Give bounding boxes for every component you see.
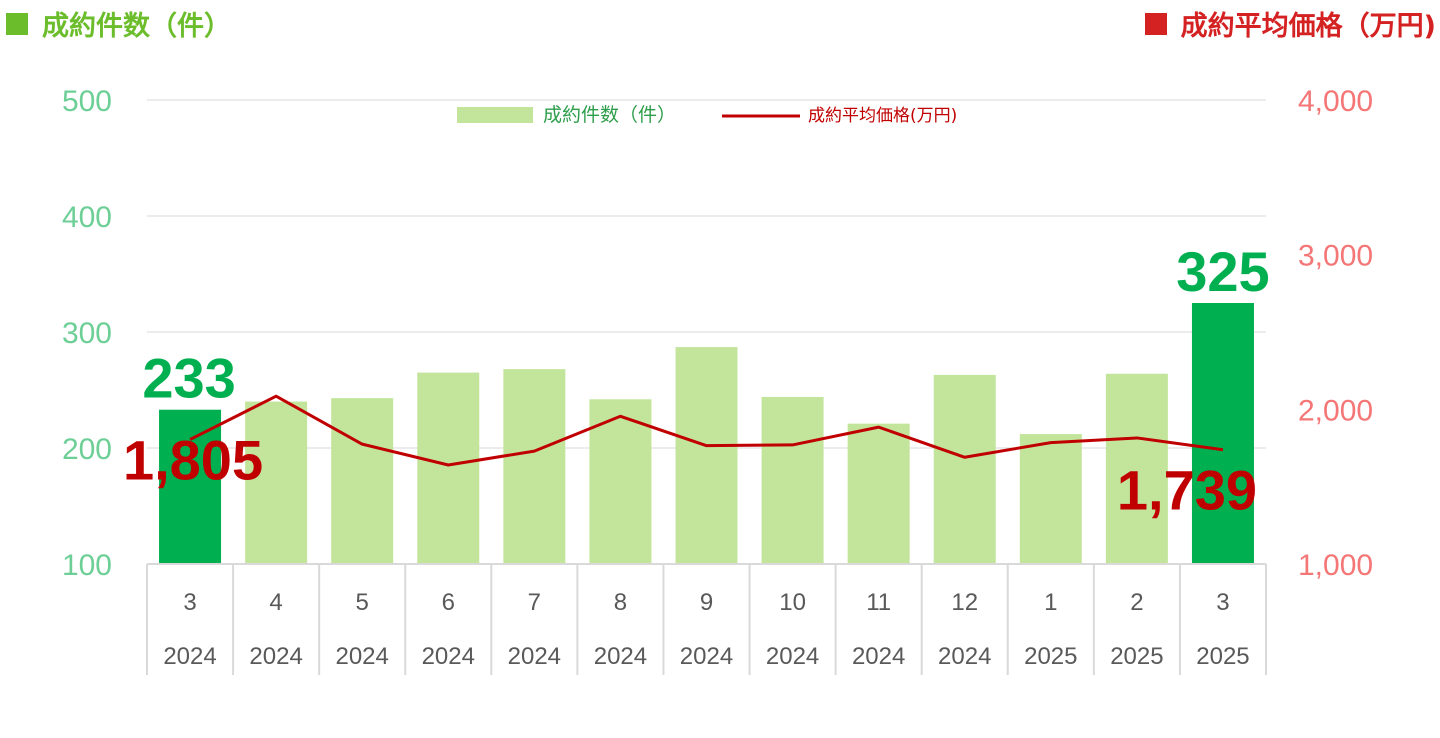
bar-data-label: 233: [142, 347, 235, 410]
x-tick-month: 8: [614, 589, 627, 616]
left-axis: 100 200 300 400 500: [62, 85, 112, 582]
left-axis-tick-label: 100: [62, 549, 112, 582]
bar: [1019, 434, 1082, 564]
x-tick-year: 2024: [938, 643, 991, 670]
left-axis-tick-label: 400: [62, 201, 112, 234]
right-axis-tick-label: 2,000: [1298, 394, 1373, 427]
bar: [933, 374, 996, 564]
right-axis-title: 成約平均価格（万円): [1144, 4, 1436, 43]
bar: [1105, 373, 1168, 564]
bar: [159, 409, 222, 564]
x-tick-year: 2024: [680, 643, 733, 670]
x-tick-year: 2024: [163, 643, 216, 670]
right-axis-tick-label: 4,000: [1298, 85, 1373, 118]
line-series: [189, 394, 1224, 467]
bar: [417, 372, 480, 564]
x-tick-year: 2024: [766, 643, 819, 670]
x-tick-month: 10: [779, 589, 806, 616]
x-tick-month: 9: [700, 589, 713, 616]
x-tick-year: 2024: [594, 643, 647, 670]
line-data-label: 1,739: [1117, 459, 1257, 522]
x-tick-year: 2025: [1110, 643, 1163, 670]
x-tick-year: 2024: [422, 643, 475, 670]
x-tick-year: 2024: [852, 643, 905, 670]
bar: [1191, 303, 1254, 564]
legend-bar-swatch: [457, 107, 533, 123]
x-tick-year: 2025: [1196, 643, 1249, 670]
x-tick-month: 3: [1216, 589, 1229, 616]
right-axis-title-text: 成約平均価格（万円): [1180, 11, 1436, 42]
x-tick-month: 6: [442, 589, 455, 616]
left-axis-title: 成約件数（件）: [6, 4, 231, 43]
legend-bar-label: 成約件数（件）: [543, 104, 676, 126]
x-tick-month: 7: [528, 589, 541, 616]
right-axis: 1,000 2,000 3,000 4,000: [1298, 85, 1373, 582]
x-tick-year: 2024: [335, 643, 388, 670]
green-square-icon: [6, 12, 28, 35]
x-tick-year: 2024: [508, 643, 561, 670]
bar-data-label: 325: [1176, 240, 1269, 303]
left-axis-tick-label: 200: [62, 433, 112, 466]
bar: [847, 423, 910, 564]
left-axis-tick-label: 500: [62, 85, 112, 118]
bar-series: [159, 303, 1254, 564]
bar: [245, 401, 308, 564]
legend: 成約件数（件） 成約平均価格(万円): [457, 104, 957, 126]
legend-line-label: 成約平均価格(万円): [808, 106, 957, 126]
x-tick-month: 12: [951, 589, 978, 616]
x-tick-year: 2025: [1024, 643, 1077, 670]
bar: [503, 369, 566, 564]
red-square-icon: [1144, 12, 1167, 35]
right-axis-tick-label: 1,000: [1298, 549, 1373, 582]
bar: [761, 396, 824, 564]
data-labels: 233 325 1,805 1,739: [123, 240, 1270, 522]
x-tick-month: 5: [356, 589, 369, 616]
line-data-label: 1,805: [123, 428, 263, 491]
x-tick-month: 11: [866, 589, 891, 616]
bar: [675, 347, 738, 564]
x-tick-month: 2: [1130, 589, 1143, 616]
x-tick-year: 2024: [249, 643, 302, 670]
right-axis-tick-label: 3,000: [1298, 240, 1373, 273]
bar: [331, 398, 394, 564]
left-axis-tick-label: 300: [62, 317, 112, 350]
x-tick-month: 1: [1044, 589, 1057, 616]
left-axis-title-text: 成約件数（件）: [42, 11, 231, 42]
bar: [589, 399, 652, 564]
x-tick-month: 3: [183, 589, 196, 616]
x-tick-month: 4: [269, 589, 282, 616]
